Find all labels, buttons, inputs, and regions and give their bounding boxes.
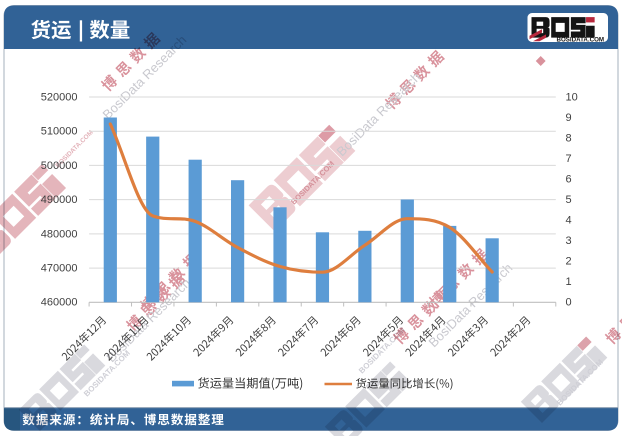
svg-text:490000: 490000 <box>41 194 78 206</box>
svg-text:1: 1 <box>566 276 572 288</box>
svg-text:BOSIDATA.COM: BOSIDATA.COM <box>557 37 605 44</box>
svg-text:3: 3 <box>566 235 572 247</box>
svg-text:520000: 520000 <box>41 91 78 103</box>
svg-text:8: 8 <box>566 133 572 145</box>
svg-text:460000: 460000 <box>41 297 78 309</box>
svg-text:510000: 510000 <box>41 126 78 138</box>
svg-text:7: 7 <box>566 153 572 165</box>
svg-text:5: 5 <box>566 194 572 206</box>
svg-text:480000: 480000 <box>41 228 78 240</box>
svg-text:4: 4 <box>566 215 572 227</box>
svg-text:0: 0 <box>566 297 572 309</box>
svg-text:9: 9 <box>566 112 572 124</box>
svg-text:6: 6 <box>566 174 572 186</box>
svg-text:500000: 500000 <box>41 160 78 172</box>
svg-text:10: 10 <box>566 91 578 103</box>
svg-text:2: 2 <box>566 256 572 268</box>
svg-text:470000: 470000 <box>41 263 78 275</box>
